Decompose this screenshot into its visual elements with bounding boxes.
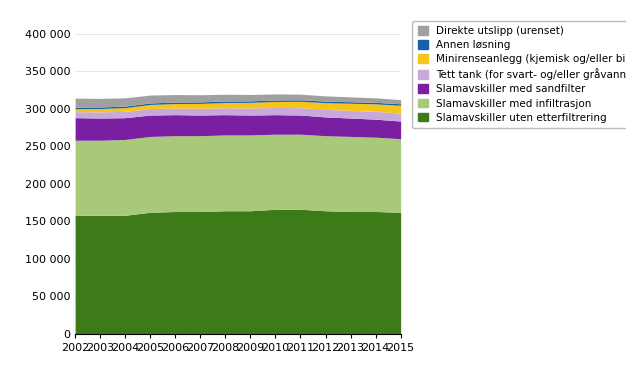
Legend: Direkte utslipp (urenset), Annen løsning, Minirenseanlegg (kjemisk og/eller biol: Direkte utslipp (urenset), Annen løsning… — [413, 21, 626, 128]
